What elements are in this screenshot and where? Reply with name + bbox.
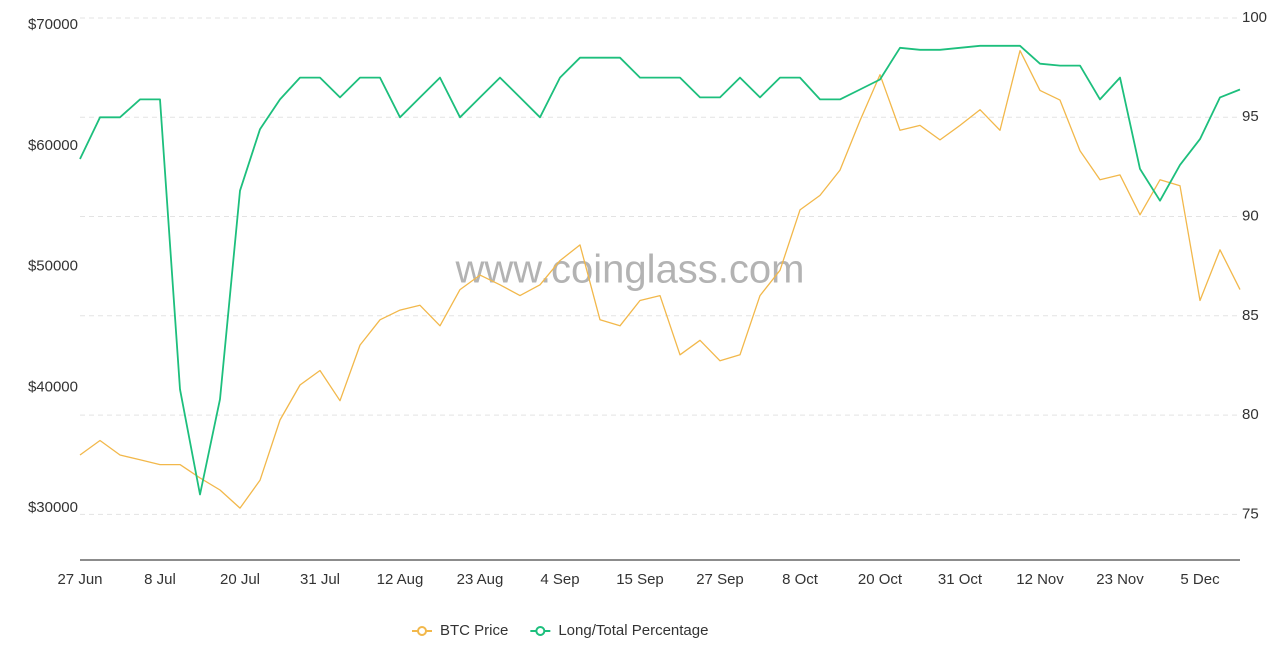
- y2-tick-label: 95: [1242, 108, 1259, 125]
- x-tick-label: 27 Sep: [696, 571, 744, 588]
- x-tick-label: 23 Aug: [457, 571, 504, 588]
- x-tick-label: 12 Aug: [377, 571, 424, 588]
- x-tick-label: 15 Sep: [616, 571, 664, 588]
- x-tick-label: 27 Jun: [57, 571, 102, 588]
- legend-item: Long/Total Percentage: [530, 622, 708, 639]
- y2-tick-label: 100: [1242, 9, 1267, 26]
- watermark: www.coinglass.com: [454, 248, 804, 292]
- x-tick-label: 31 Jul: [300, 571, 340, 588]
- y-tick-label: $60000: [28, 137, 78, 154]
- legend-label: BTC Price: [440, 622, 508, 639]
- y-tick-label: $70000: [28, 16, 78, 33]
- y2-tick-label: 90: [1242, 208, 1259, 225]
- y2-tick-label: 80: [1242, 406, 1259, 423]
- x-tick-label: 8 Oct: [782, 571, 819, 588]
- x-tick-label: 31 Oct: [938, 571, 983, 588]
- x-tick-label: 8 Jul: [144, 571, 176, 588]
- x-tick-label: 23 Nov: [1096, 571, 1144, 588]
- x-tick-label: 12 Nov: [1016, 571, 1064, 588]
- y-tick-label: $40000: [28, 378, 78, 395]
- legend-marker: [535, 626, 546, 636]
- x-tick-label: 20 Jul: [220, 571, 260, 588]
- y2-tick-label: 75: [1242, 505, 1259, 522]
- series-line: [79, 44, 1241, 496]
- x-tick-label: 20 Oct: [858, 571, 903, 588]
- legend-item: BTC Price: [412, 622, 508, 639]
- y2-tick-label: 85: [1242, 307, 1259, 324]
- x-tick-label: 4 Sep: [540, 571, 579, 588]
- y-tick-label: $50000: [28, 258, 78, 275]
- legend-marker: [417, 626, 427, 636]
- legend-label: Long/Total Percentage: [558, 622, 708, 639]
- x-tick-label: 5 Dec: [1180, 571, 1220, 588]
- y-tick-label: $30000: [28, 499, 78, 516]
- series-line: [79, 49, 1241, 509]
